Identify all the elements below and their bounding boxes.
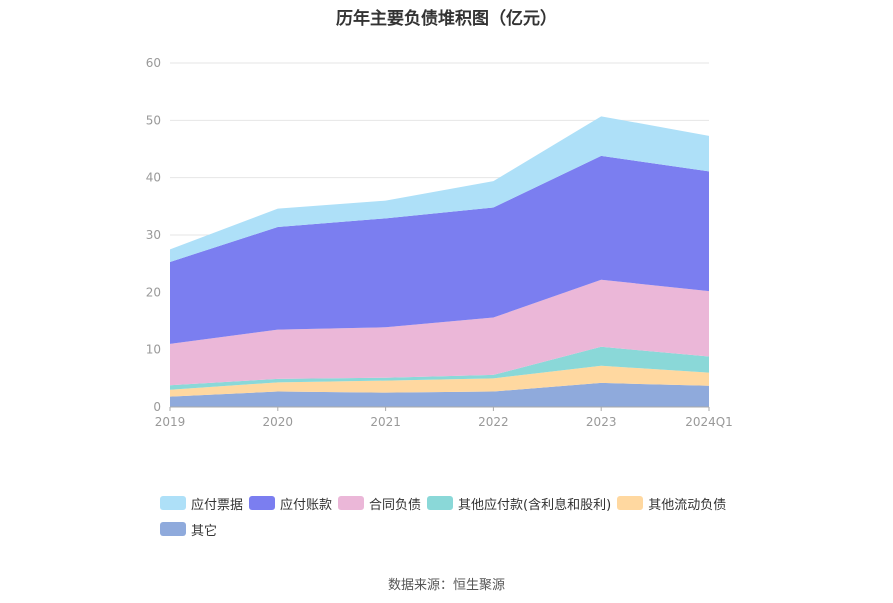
y-tick-label: 40 <box>146 171 161 185</box>
y-tick-label: 50 <box>146 113 161 127</box>
x-tick-label: 2024Q1 <box>685 415 733 429</box>
legend-label: 合同负债 <box>369 497 422 513</box>
area-series-其它 <box>170 382 709 407</box>
area-series-其他流动负债 <box>170 365 709 397</box>
legend-swatch <box>338 496 365 510</box>
legend-item[interactable]: 其他应付款(含利息和股利) <box>427 494 612 513</box>
legend-label: 应付票据 <box>191 497 244 513</box>
legend-swatch <box>160 522 186 536</box>
x-tick-label: 2020 <box>263 415 294 429</box>
area-series-其他应付款(含利息和股利) <box>170 346 709 390</box>
x-tick-label: 2022 <box>478 415 509 429</box>
legend-swatch <box>427 496 454 510</box>
x-tick-label: 2019 <box>155 415 186 429</box>
legend-item[interactable]: 应付票据 <box>160 494 244 513</box>
legend-label: 其他应付款(含利息和股利) <box>458 497 612 513</box>
legend-item[interactable]: 其它 <box>160 520 218 539</box>
y-tick-label: 30 <box>146 228 161 242</box>
x-tick-label: 2023 <box>586 415 617 429</box>
chart-title: 历年主要负债堆积图（亿元） <box>336 9 557 29</box>
legend: 应付票据 应付账款 合同负债 其他应付款(含利息和股利) 其他流动负债其它 <box>160 494 760 546</box>
area-series-合同负债 <box>170 279 709 386</box>
y-tick-label: 10 <box>146 343 161 357</box>
legend-swatch <box>617 496 644 510</box>
legend-item[interactable]: 应付账款 <box>249 494 333 513</box>
legend-swatch <box>249 496 276 510</box>
legend-item[interactable]: 合同负债 <box>338 494 422 513</box>
x-tick-label: 2021 <box>370 415 401 429</box>
area-series-应付票据 <box>170 116 709 262</box>
legend-item[interactable]: 其他流动负债 <box>617 494 727 513</box>
area-series-应付账款 <box>170 155 709 344</box>
legend-swatch <box>160 496 186 510</box>
legend-label: 应付账款 <box>280 497 333 513</box>
y-tick-label: 60 <box>146 56 161 70</box>
legend-label: 其它 <box>191 523 218 539</box>
legend-label: 其他流动负债 <box>648 497 727 513</box>
y-tick-label: 20 <box>146 285 161 299</box>
y-tick-label: 0 <box>153 400 161 414</box>
source-note: 数据来源：恒生聚源 <box>387 578 505 593</box>
